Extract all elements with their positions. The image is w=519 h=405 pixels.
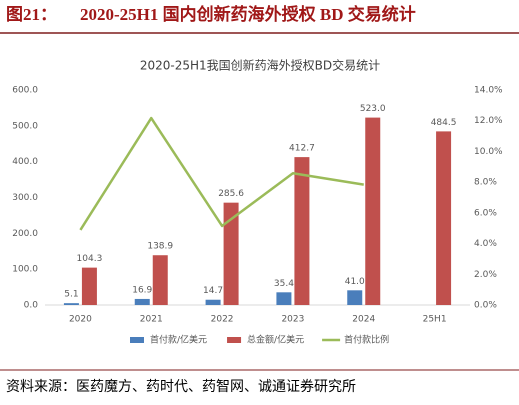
x-tick-label: 2023 [281,315,304,325]
y-tick-label: 300.0 [12,193,38,203]
data-label: 484.5 [431,118,457,128]
y2-tick-label: 4.0% [474,239,497,249]
bar [152,255,168,305]
y2-tick-label: 2.0% [474,270,497,280]
y2-tick-label: 10.0% [474,147,503,157]
y2-tick-label: 8.0% [474,178,497,188]
line [79,116,364,231]
bar [223,202,239,305]
y-tick-label: 400.0 [12,157,38,167]
y2-tick-label: 0.0% [474,301,497,311]
legend-swatch [130,337,144,343]
bar [134,298,150,305]
y-tick-label: 0.0 [24,301,39,311]
bar [365,117,381,305]
bar [276,292,292,305]
figure-heading: 2020-25H1 国内创新药海外授权 BD 交易统计 [80,4,416,24]
x-tick-label: 2022 [211,315,234,325]
data-label: 412.7 [289,144,315,154]
legend-label: 首付款比例 [344,334,389,346]
y-tick-label: 500.0 [12,121,38,131]
y-tick-label: 100.0 [12,265,38,275]
y2-tick-label: 12.0% [474,116,503,126]
source-note: 资料来源：医药魔方、药时代、药智网、诚通证券研究所 [6,379,356,395]
legend-label: 首付款/亿美元 [150,334,207,346]
bar [205,299,221,305]
y2-tick-label: 6.0% [474,208,497,218]
x-tick-label: 2021 [140,315,163,325]
bar [63,303,79,305]
y2-tick-label: 14.0% [474,86,503,96]
chart-title: 2020-25H1我国创新药海外授权BD交易统计 [140,58,380,73]
x-tick-label: 2024 [352,315,375,325]
bar [347,290,363,305]
legend-swatch [227,337,242,343]
data-label: 523.0 [360,104,386,114]
data-label: 16.9 [132,285,152,295]
y-tick-label: 200.0 [12,229,38,239]
bar [81,267,97,305]
data-label: 41.0 [345,277,365,287]
x-tick-label: 25H1 [423,315,447,325]
data-label: 138.9 [147,242,173,252]
data-label: 14.7 [203,286,223,296]
figure-label: 图21： [6,5,57,24]
y-tick-label: 600.0 [12,86,38,96]
data-label: 35.4 [274,279,294,289]
bar [294,157,310,305]
bar [436,131,452,305]
x-tick-label: 2020 [69,315,92,325]
data-label: 285.6 [218,189,244,199]
legend-label: 总金额/亿美元 [247,334,304,346]
data-label: 5.1 [64,290,78,300]
data-label: 104.3 [77,254,103,264]
